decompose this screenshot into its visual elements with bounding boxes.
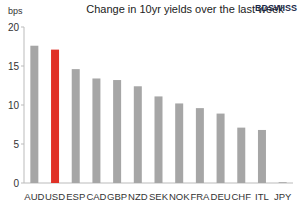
x-tick-label: SEK [149,191,169,202]
bar [134,86,142,183]
bar [279,182,287,183]
x-tick-label: ESP [66,191,85,202]
bar [51,50,59,183]
x-tick-label: FRA [190,191,210,202]
x-tick-label: GBP [107,191,127,202]
bar [237,128,245,183]
bar [217,114,225,183]
y-axis-line [24,27,25,183]
x-tick-label: AUD [24,191,44,202]
x-tick-label: CHF [232,191,252,202]
x-tick-label: DEU [211,191,231,202]
x-tick-label: ITL [255,191,269,202]
x-tick-label: NOK [169,191,190,202]
bar [258,130,266,183]
x-tick-label: NZD [128,191,148,202]
bar [72,69,80,183]
y-tick-label: 0 [13,178,19,189]
bar [196,108,204,183]
x-tick-label: JPY [274,191,292,202]
bar [155,96,163,183]
logo: BDSWISS [255,3,297,13]
bar [92,78,100,183]
y-tick-label: 10 [8,100,20,111]
y-axis-label: bps [8,6,23,16]
bar [30,46,38,183]
y-tick-label: 15 [8,61,20,72]
bar [175,103,183,183]
bars [30,46,286,183]
y-tick-label: 5 [13,139,19,150]
y-tick-label: 20 [8,22,20,33]
x-tick-label: USD [45,191,65,202]
chart-svg: Change in 10yr yields over the last week… [0,0,300,214]
chart-container: Change in 10yr yields over the last week… [0,0,300,214]
bar [113,80,121,183]
x-tick-label: CAD [86,191,106,202]
